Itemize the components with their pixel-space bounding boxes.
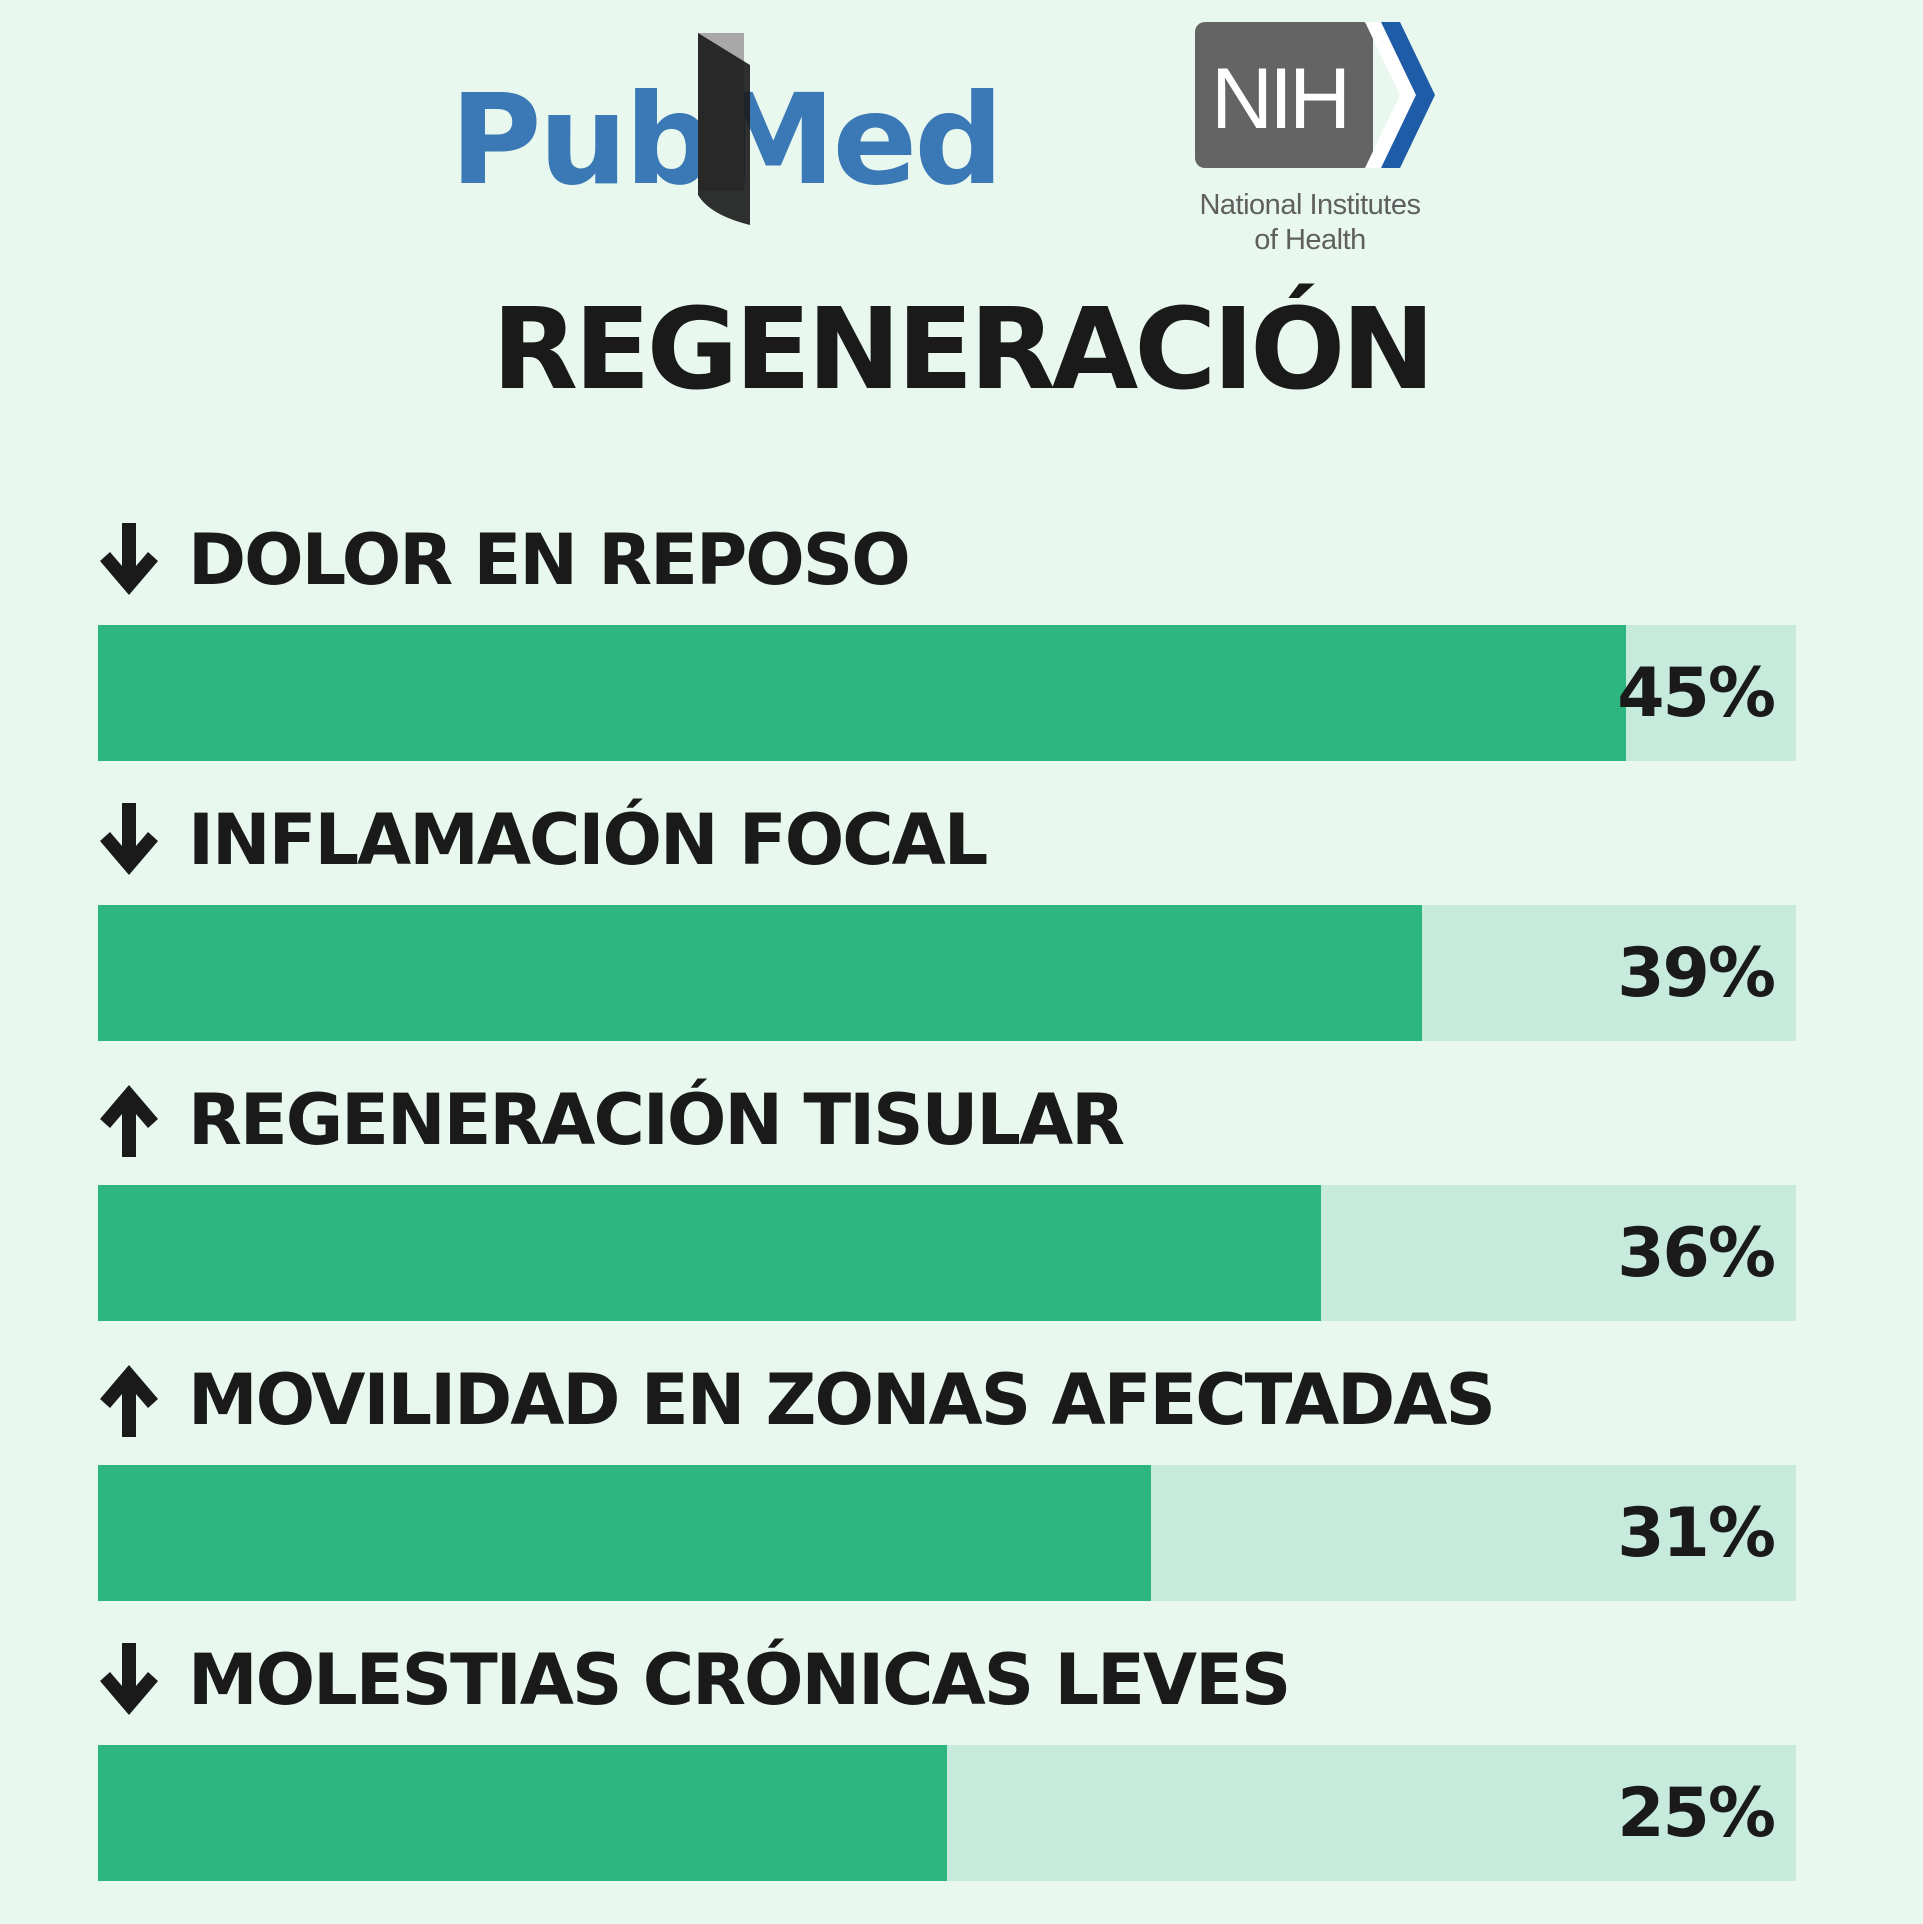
bar-track: 45%: [98, 625, 1796, 761]
bar-label-group: MOLESTIAS CRÓNICAS LEVES: [98, 1639, 1291, 1721]
bar-label: DOLOR EN REPOSO: [188, 519, 911, 601]
arrow-down-icon: [100, 803, 158, 875]
bar-row: REGENERACIÓN TISULAR 36%: [98, 1070, 1798, 1350]
bar-label: MOVILIDAD EN ZONAS AFECTADAS: [188, 1359, 1496, 1441]
bar-value-label: 45%: [1617, 653, 1776, 733]
bar-label-group: REGENERACIÓN TISULAR: [98, 1079, 1125, 1161]
bar-track: 25%: [98, 1745, 1796, 1881]
bar-label-group: INFLAMACIÓN FOCAL: [98, 799, 988, 881]
bar: [98, 1745, 947, 1881]
page-title: REGENERACIÓN: [491, 285, 1435, 415]
pubmed-logo: PubMed: [450, 33, 1004, 225]
bar-row: INFLAMACIÓN FOCAL 39%: [98, 790, 1798, 1070]
bar-row: DOLOR EN REPOSO 45%: [98, 510, 1798, 790]
bar-label-group: DOLOR EN REPOSO: [98, 519, 911, 601]
bar-label: REGENERACIÓN TISULAR: [188, 1079, 1125, 1161]
nih-logo: NIH: [1195, 22, 1435, 168]
bar-label: INFLAMACIÓN FOCAL: [188, 799, 988, 881]
bar-value-label: 39%: [1617, 933, 1776, 1013]
bar: [98, 1185, 1321, 1321]
nih-name-line1: National Institutes: [1199, 189, 1421, 221]
bar-row: MOLESTIAS CRÓNICAS LEVES 25%: [98, 1630, 1798, 1910]
bar-track: 36%: [98, 1185, 1796, 1321]
bar-label-group: MOVILIDAD EN ZONAS AFECTADAS: [98, 1359, 1496, 1441]
arrow-down-icon: [100, 1643, 158, 1715]
nih-name: National Institutes of Health: [1150, 188, 1470, 258]
bar-label: MOLESTIAS CRÓNICAS LEVES: [188, 1639, 1291, 1721]
arrow-up-icon: [100, 1085, 158, 1157]
arrow-up-icon: [100, 1365, 158, 1437]
bar-value-label: 36%: [1617, 1213, 1776, 1293]
bar-track: 31%: [98, 1465, 1796, 1601]
svg-text:NIH: NIH: [1211, 51, 1347, 147]
bar-chart: DOLOR EN REPOSO 45% INFLAMACIÓN FOCAL 39% RE…: [98, 510, 1798, 1910]
bar-row: MOVILIDAD EN ZONAS AFECTADAS 31%: [98, 1350, 1798, 1630]
logos-header: PubMed NIH National Institutes of Health: [0, 0, 1923, 270]
bar-value-label: 25%: [1617, 1773, 1776, 1853]
bar: [98, 625, 1626, 761]
bar-value-label: 31%: [1617, 1493, 1776, 1573]
bar-track: 39%: [98, 905, 1796, 1041]
bar: [98, 905, 1422, 1041]
bar: [98, 1465, 1151, 1601]
arrow-down-icon: [100, 523, 158, 595]
nih-name-line2: of Health: [1254, 224, 1366, 256]
